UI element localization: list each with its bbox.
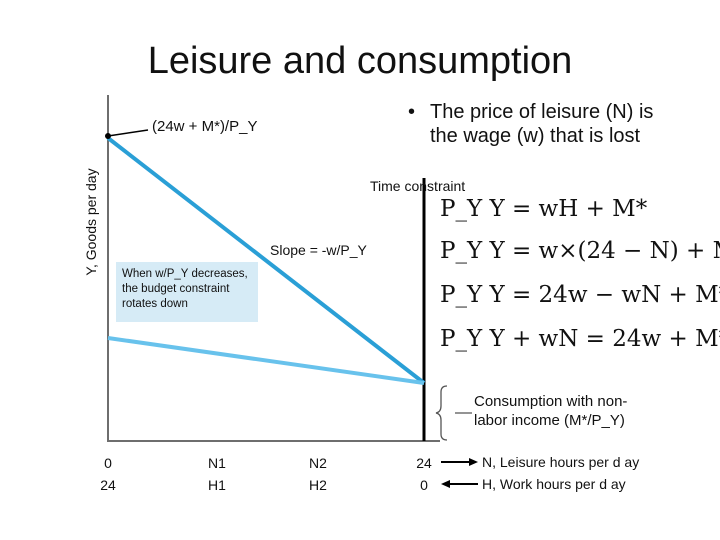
consumption-label: Consumption with non- labor income (M*/P… <box>474 392 627 430</box>
equation-1: P_Y Y = wH + M* <box>440 196 648 222</box>
tick-2-bottom: H2 <box>309 477 327 493</box>
bullet-line-2: the wage (w) that is lost <box>430 125 641 147</box>
consumption-line-1: Consumption with non- <box>474 393 628 410</box>
slope-label: Slope = -w/P_Y <box>270 242 367 258</box>
slide-title: Leisure and consumption <box>147 40 573 82</box>
tick-0-top: 0 <box>104 455 112 471</box>
consumption-line-2: labor income (M*/P_Y) <box>474 412 625 429</box>
tick-0: 0 24 <box>88 452 128 496</box>
tick-1-bottom: H1 <box>208 477 226 493</box>
equation-2: P_Y Y = w×(24 − N) + M* <box>440 238 720 264</box>
consumption-bracket <box>435 385 448 441</box>
h-arrowhead <box>441 480 450 488</box>
time-constraint-label: Time constraint <box>370 178 466 194</box>
tick-3: 24 0 <box>404 452 444 496</box>
intercept-label: (24w + M*)/P_Y <box>152 118 258 135</box>
bullet-symbol: • <box>408 101 416 123</box>
rotated-budget-line <box>107 336 425 385</box>
bullet-line-1: The price of leisure (N) is <box>430 101 654 123</box>
tick-1-top: N1 <box>208 455 226 471</box>
legend-work: H, Work hours per d ay <box>482 476 626 492</box>
intercept-pointer <box>107 129 149 137</box>
price-of-leisure-bullet: • The price of leisure (N) is the wage (… <box>408 100 653 148</box>
budget-line <box>106 136 426 385</box>
tick-3-top: 24 <box>416 455 432 471</box>
rotation-annotation: When w/P_Y decreases, the budget constra… <box>116 262 258 322</box>
equation-3: P_Y Y = 24w − wN + M* <box>440 282 720 308</box>
legend-leisure: N, Leisure hours per d ay <box>482 454 640 470</box>
tick-2: N2 H2 <box>298 452 338 496</box>
tick-2-top: N2 <box>309 455 327 471</box>
n-arrowhead <box>469 458 478 466</box>
tick-1: N1 H1 <box>197 452 237 496</box>
intercept-dot <box>105 133 111 139</box>
tick-0-bottom: 24 <box>100 477 116 493</box>
tick-3-bottom: 0 <box>420 477 428 493</box>
y-axis-label: Y, Goods per day <box>83 168 99 276</box>
equation-4: P_Y Y + wN = 24w + M* <box>440 326 720 352</box>
